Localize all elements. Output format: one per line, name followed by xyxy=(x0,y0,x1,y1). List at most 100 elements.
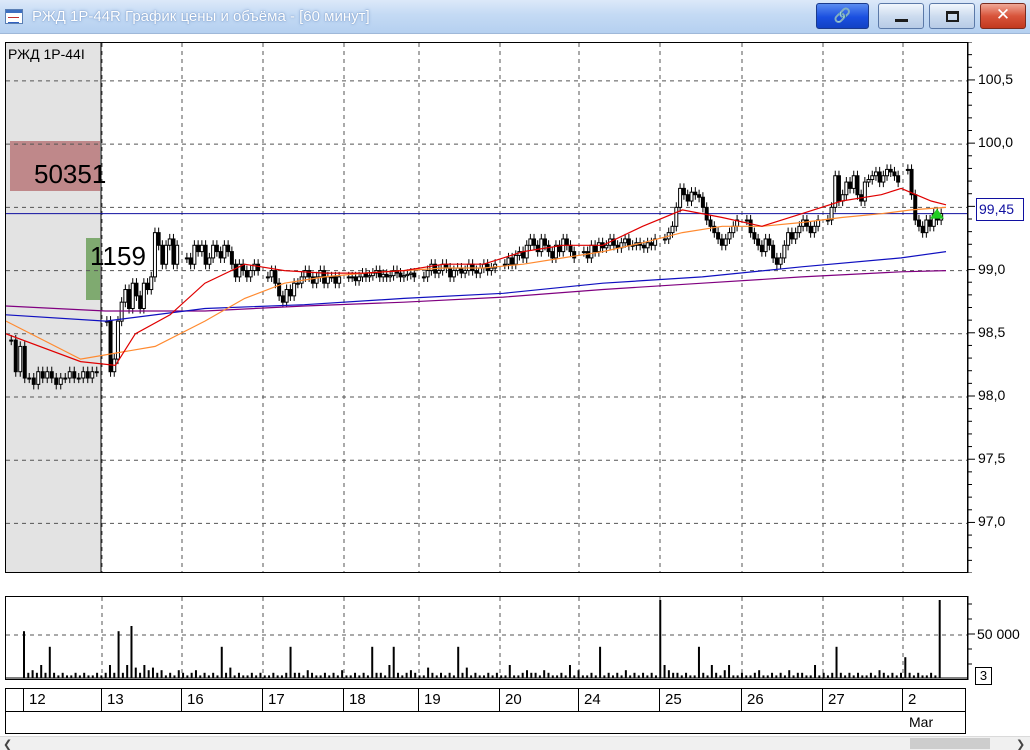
price-bar-85 xyxy=(363,272,368,278)
price-bar-46 xyxy=(207,257,212,265)
price-bar-67 xyxy=(292,282,297,297)
price-bar-71 xyxy=(307,270,312,278)
price-bar-8 xyxy=(45,371,50,379)
price-bar-208 xyxy=(855,175,860,196)
price-bar-42 xyxy=(192,244,197,265)
volume-chart-pane[interactable] xyxy=(5,596,968,680)
price-bar-27 xyxy=(130,282,135,309)
price-bar-176 xyxy=(723,238,728,246)
price-bar-47 xyxy=(211,244,216,259)
price-bar-92 xyxy=(388,275,393,278)
price-bar-63 xyxy=(277,282,282,297)
price-bar-173 xyxy=(712,225,717,234)
price-bar-217 xyxy=(888,168,893,173)
price-bar-29 xyxy=(138,295,143,310)
price-bar-9 xyxy=(49,371,54,379)
price-bar-48 xyxy=(214,244,219,253)
price-chart-svg xyxy=(6,43,967,572)
price-bar-2 xyxy=(18,345,23,373)
price-bar-133 xyxy=(550,251,555,259)
price-axis-label: 98,0 xyxy=(978,387,1006,403)
date-tick xyxy=(578,689,579,711)
price-bar-130 xyxy=(539,238,544,253)
last-price-label: 99,45 xyxy=(976,198,1024,221)
date-label: 24 xyxy=(584,691,601,708)
price-bar-196 xyxy=(804,219,809,227)
price-bar-1 xyxy=(13,339,18,373)
price-bar-131 xyxy=(542,238,547,246)
price-bar-64 xyxy=(280,295,285,303)
price-chart-pane[interactable]: РЖД 1Р-44I 50351 1159 xyxy=(5,42,968,573)
price-bar-87 xyxy=(370,272,375,277)
price-bar-139 xyxy=(572,251,577,259)
date-tick xyxy=(499,689,500,711)
close-button[interactable]: ✕ xyxy=(980,3,1026,29)
volume-scale-box[interactable]: 3 xyxy=(975,667,992,685)
price-bar-60 xyxy=(265,276,270,279)
price-bar-45 xyxy=(203,244,208,265)
price-bar-96 xyxy=(401,275,406,278)
price-bar-17 xyxy=(85,371,90,379)
price-bar-127 xyxy=(528,238,533,246)
price-bar-175 xyxy=(719,238,724,246)
price-bar-182 xyxy=(752,232,757,240)
price-bar-159 xyxy=(653,238,658,246)
scroll-thumb[interactable] xyxy=(910,738,990,749)
date-label: 19 xyxy=(424,691,441,708)
window-titlebar[interactable]: РЖД 1Р-44R График цены и объёма - [60 ми… xyxy=(0,0,1030,34)
price-axis-label: 100,5 xyxy=(978,70,1014,87)
price-bar-89 xyxy=(377,270,382,278)
price-bar-11 xyxy=(58,377,63,385)
price-bar-143 xyxy=(593,244,598,253)
date-tick xyxy=(262,689,263,711)
date-tick xyxy=(23,689,24,711)
price-bar-82 xyxy=(353,276,358,282)
volume-profile-bar-2 xyxy=(86,238,100,300)
price-bar-205 xyxy=(844,181,849,196)
ma-purple-line xyxy=(6,270,947,312)
horizontal-scrollbar[interactable]: ❮ ❯ xyxy=(0,736,1030,750)
price-bar-177 xyxy=(727,232,732,240)
price-bar-201 xyxy=(829,206,834,221)
price-bar-166 xyxy=(685,194,690,202)
volume-profile-bar-1 xyxy=(10,141,100,191)
price-bar-184 xyxy=(759,244,764,253)
date-label: 2 xyxy=(908,691,917,708)
price-bar-31 xyxy=(145,282,150,291)
scroll-left-arrow-icon[interactable]: ❮ xyxy=(3,739,13,750)
price-bar-37 xyxy=(167,238,172,246)
price-bar-6 xyxy=(36,371,41,385)
price-bar-40 xyxy=(184,257,189,260)
price-bar-187 xyxy=(771,244,776,259)
price-bar-118 xyxy=(489,267,494,272)
price-bar-151 xyxy=(623,238,628,244)
price-bar-97 xyxy=(405,273,410,277)
price-bar-207 xyxy=(851,175,856,189)
price-bar-70 xyxy=(303,270,308,278)
price-axis[interactable] xyxy=(968,42,1030,573)
close-icon: ✕ xyxy=(995,5,1011,24)
price-bar-225 xyxy=(924,219,929,234)
price-bar-206 xyxy=(848,181,853,189)
history-shade xyxy=(6,43,101,572)
price-bar-146 xyxy=(604,244,609,249)
price-bar-18 xyxy=(90,371,95,379)
price-bar-43 xyxy=(196,244,201,253)
instrument-label: РЖД 1Р-44I xyxy=(8,46,85,62)
price-bar-49 xyxy=(218,251,223,259)
price-bar-200 xyxy=(825,219,830,222)
maximize-button[interactable] xyxy=(929,3,975,29)
date-label: 12 xyxy=(29,691,46,708)
scroll-right-arrow-icon[interactable]: ❯ xyxy=(1016,739,1026,750)
price-bar-224 xyxy=(920,225,925,234)
price-bar-77 xyxy=(329,276,334,279)
price-bar-61 xyxy=(269,270,274,278)
price-bar-10 xyxy=(54,377,59,385)
date-axis[interactable]: 12 13 16 17 18 19 20 24 25 26 27 2 Mar xyxy=(5,688,966,734)
price-bar-104 xyxy=(436,270,441,274)
link-button[interactable]: 🔗 xyxy=(816,3,869,29)
minimize-button[interactable] xyxy=(878,3,924,29)
ma-orange-line xyxy=(6,206,947,360)
price-bar-138 xyxy=(568,244,573,253)
price-bar-95 xyxy=(398,272,403,278)
